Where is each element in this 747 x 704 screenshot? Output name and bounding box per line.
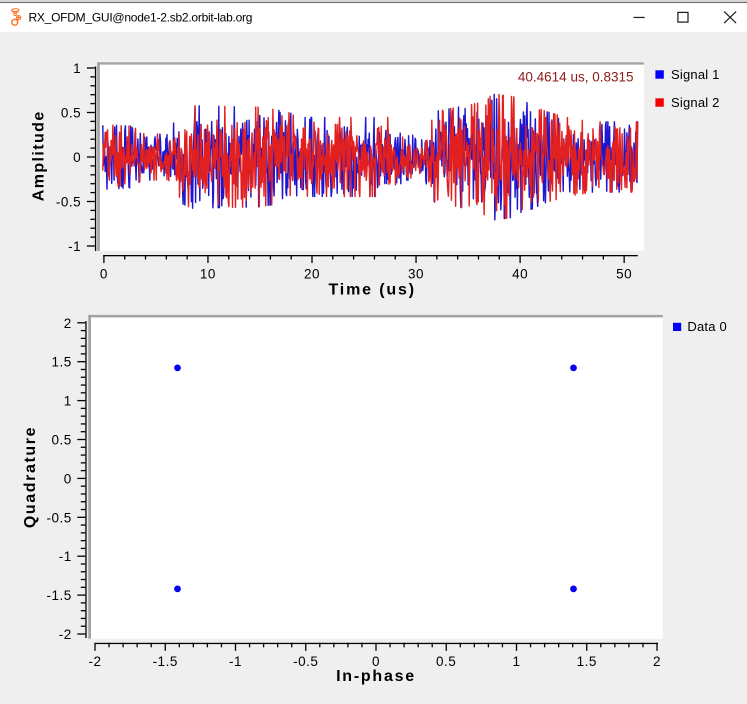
svg-text:-1: -1 <box>68 239 81 254</box>
svg-text:0: 0 <box>64 471 72 486</box>
svg-text:10: 10 <box>200 266 216 281</box>
svg-text:50: 50 <box>616 266 632 281</box>
svg-text:-0.5: -0.5 <box>47 510 72 525</box>
svg-text:Quadrature: Quadrature <box>22 426 39 528</box>
svg-text:1: 1 <box>73 61 81 76</box>
svg-text:Time (us): Time (us) <box>328 282 415 299</box>
svg-text:1.5: 1.5 <box>52 355 72 370</box>
svg-text:Amplitude: Amplitude <box>31 110 48 201</box>
svg-text:Data 0: Data 0 <box>687 319 727 334</box>
svg-text:1: 1 <box>512 654 520 669</box>
svg-text:0: 0 <box>73 150 81 165</box>
svg-text:0.5: 0.5 <box>52 433 72 448</box>
svg-text:1: 1 <box>64 394 72 409</box>
svg-text:-1: -1 <box>229 654 242 669</box>
svg-text:0: 0 <box>372 654 380 669</box>
svg-text:-2: -2 <box>59 627 72 642</box>
svg-text:-1: -1 <box>59 549 72 564</box>
svg-text:Signal 2: Signal 2 <box>671 95 720 110</box>
svg-text:-0.5: -0.5 <box>56 195 81 210</box>
svg-text:30: 30 <box>408 266 424 281</box>
svg-text:RX_OFDM_GUI@node1-2.sb2.orbit-: RX_OFDM_GUI@node1-2.sb2.orbit-lab.org <box>29 11 253 25</box>
svg-text:-1.5: -1.5 <box>47 588 72 603</box>
svg-text:In-phase: In-phase <box>336 668 416 685</box>
svg-text:Signal 1: Signal 1 <box>671 67 720 82</box>
svg-text:-2: -2 <box>88 654 101 669</box>
svg-text:1.5: 1.5 <box>577 654 597 669</box>
svg-text:-0.5: -0.5 <box>293 654 318 669</box>
svg-text:40.4614 us, 0.8315: 40.4614 us, 0.8315 <box>518 69 634 84</box>
svg-text:-1.5: -1.5 <box>153 654 178 669</box>
svg-text:0: 0 <box>100 266 108 281</box>
svg-text:0.5: 0.5 <box>61 106 81 121</box>
svg-text:40: 40 <box>512 266 528 281</box>
svg-text:0.5: 0.5 <box>436 654 456 669</box>
svg-text:2: 2 <box>64 316 72 331</box>
svg-text:2: 2 <box>653 654 661 669</box>
svg-text:20: 20 <box>304 266 320 281</box>
